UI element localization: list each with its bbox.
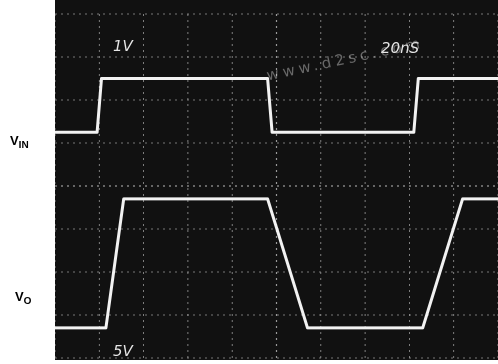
vo-trace: [55, 197, 498, 330]
oscilloscope-screen: 1V 20nS 5V www.d2sc.com: [54, 0, 498, 360]
time-scale-label: 20nS: [381, 39, 420, 57]
vo-label: VO: [15, 289, 32, 307]
oscilloscope-plot: 1V 20nS 5V: [54, 13, 498, 360]
ch2-scale-label: 5V: [113, 342, 135, 360]
waveform-traces: [55, 77, 498, 330]
graticule: [54, 13, 498, 359]
vin-trace: [55, 77, 498, 134]
vin-label: VIN: [10, 133, 29, 151]
ch1-scale-label: 1V: [113, 37, 135, 55]
